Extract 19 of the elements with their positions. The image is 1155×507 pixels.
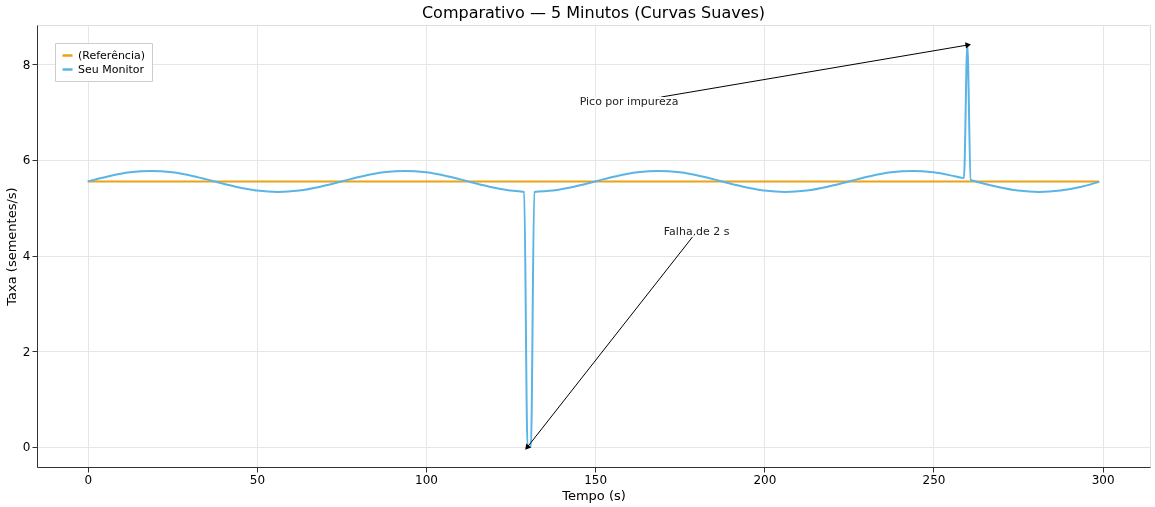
x-axis-title: Tempo (s) xyxy=(561,487,626,503)
annotation: Pico por impureza xyxy=(579,95,679,109)
x-tick-label: 300 xyxy=(1091,472,1115,487)
y-tick-label: 0 xyxy=(22,440,31,455)
y-tick-label: 6 xyxy=(22,153,31,168)
annotation: Falha de 2 s xyxy=(663,224,730,238)
x-tick-label: 250 xyxy=(922,472,946,487)
x-tick-label: 50 xyxy=(249,472,266,487)
legend-label: Seu Monitor xyxy=(78,62,145,76)
x-tick-label: 200 xyxy=(753,472,777,487)
x-tick-label: 0 xyxy=(84,472,93,487)
y-tick-label: 8 xyxy=(22,57,31,72)
x-tick-label: 150 xyxy=(584,472,608,487)
y-tick-label: 2 xyxy=(22,344,31,359)
y-axis-title: Taxa (sementes/s) xyxy=(3,187,19,307)
chart-title: Comparativo — 5 Minutos (Curvas Suaves) xyxy=(421,3,766,22)
x-tick-label: 100 xyxy=(415,472,438,487)
y-tick-label: 4 xyxy=(22,249,31,264)
legend-label: (Referência) xyxy=(78,48,146,62)
